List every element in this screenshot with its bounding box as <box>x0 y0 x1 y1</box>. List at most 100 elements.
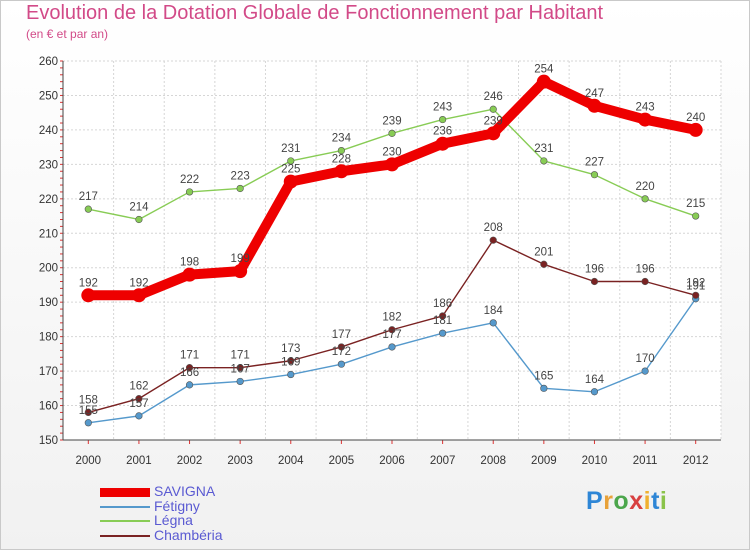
data-point-legna <box>84 205 92 213</box>
data-label-savigna: 236 <box>433 126 452 138</box>
data-point-chamberia <box>489 236 497 244</box>
data-label-chamberia: 186 <box>433 298 452 310</box>
data-label-savigna: 243 <box>635 102 654 114</box>
data-point-fetigny <box>590 388 599 396</box>
data-label-fetigny: 166 <box>180 367 199 379</box>
data-point-fetigny <box>489 319 497 327</box>
data-point-fetigny <box>439 329 447 337</box>
data-point-legna <box>135 215 143 224</box>
plot-area <box>63 61 721 440</box>
y-tick-label: 150 <box>39 435 58 447</box>
legend-swatch <box>100 487 150 497</box>
x-tick-label: 2005 <box>329 455 355 467</box>
x-tick-label: 2006 <box>379 455 405 467</box>
data-point-chamberia <box>287 357 295 365</box>
x-tick-label: 2002 <box>177 455 203 467</box>
data-label-legna: 231 <box>534 143 553 155</box>
legend-label: Chambéria <box>154 526 223 543</box>
logo-letter: i <box>659 487 668 515</box>
x-tick-label: 2004 <box>278 455 304 467</box>
legend-label: Légna <box>154 512 193 528</box>
x-tick-label: 2010 <box>582 455 608 467</box>
data-label-fetigny: 191 <box>686 281 705 293</box>
data-label-chamberia: 171 <box>180 350 199 362</box>
data-point-legna <box>185 188 194 196</box>
data-label-fetigny: 165 <box>534 370 553 382</box>
data-label-fetigny: 169 <box>281 357 300 369</box>
data-label-chamberia: 208 <box>484 222 503 234</box>
data-label-savigna: 192 <box>79 277 98 289</box>
data-point-chamberia <box>84 408 92 417</box>
data-label-savigna: 228 <box>332 153 351 165</box>
y-tick-label: 170 <box>39 366 58 378</box>
legend-swatch <box>100 505 150 508</box>
data-point-legna <box>540 157 548 165</box>
data-label-legna: 217 <box>79 191 98 203</box>
data-point-legna <box>590 171 599 179</box>
legend-label: Fétigny <box>154 497 200 514</box>
x-tick-label: 2007 <box>430 455 456 467</box>
logo-letter: P <box>586 487 604 515</box>
data-label-fetigny: 177 <box>382 329 401 341</box>
data-point-legna <box>287 157 295 165</box>
data-point-savigna <box>385 157 399 172</box>
data-point-savigna <box>638 112 653 127</box>
data-label-legna: 220 <box>635 181 654 193</box>
y-tick-label: 190 <box>39 297 58 309</box>
x-tick-label: 2009 <box>531 455 557 467</box>
data-point-chamberia <box>236 364 244 372</box>
data-label-legna: 214 <box>129 201 149 213</box>
data-point-legna <box>439 115 447 124</box>
data-label-fetigny: 181 <box>433 315 452 327</box>
data-point-legna <box>337 146 345 155</box>
data-label-savigna: 239 <box>484 115 503 127</box>
data-point-legna <box>236 184 244 193</box>
data-point-savigna <box>233 264 248 279</box>
y-tick-label: 160 <box>39 401 58 413</box>
data-label-legna: 222 <box>180 174 199 186</box>
logo-letter: x <box>629 487 644 515</box>
chart-subtitle: (en € et par an) <box>26 27 109 41</box>
data-label-legna: 243 <box>433 102 452 114</box>
data-label-chamberia: 192 <box>686 277 705 289</box>
data-label-chamberia: 171 <box>231 350 250 362</box>
y-tick-label: 180 <box>39 332 58 344</box>
data-point-legna <box>641 195 649 203</box>
x-tick-label: 2011 <box>633 455 658 467</box>
legend-label: SAVIGNA <box>154 483 216 499</box>
proxiti-logo: Proxiti <box>586 487 667 516</box>
y-tick-label: 260 <box>39 56 58 68</box>
data-label-chamberia: 177 <box>332 329 351 341</box>
data-point-fetigny <box>540 384 548 392</box>
data-label-savigna: 247 <box>585 88 604 100</box>
y-tick-label: 200 <box>39 263 58 275</box>
x-tick-label: 2001 <box>126 455 152 467</box>
data-label-fetigny: 167 <box>231 363 250 375</box>
data-point-legna <box>388 129 396 137</box>
data-label-fetigny: 157 <box>129 398 148 410</box>
y-tick-label: 240 <box>39 125 58 137</box>
logo-letter: t <box>651 487 660 515</box>
data-point-legna <box>489 105 497 113</box>
data-label-savigna: 199 <box>231 253 250 265</box>
data-point-fetigny <box>287 370 295 379</box>
legend-swatch <box>100 534 150 537</box>
data-label-legna: 231 <box>281 143 300 155</box>
data-label-fetigny: 184 <box>484 305 504 317</box>
data-point-fetigny <box>135 412 143 420</box>
data-point-savigna <box>688 122 703 137</box>
data-point-savigna <box>587 98 602 113</box>
logo-letter: o <box>613 487 630 515</box>
data-point-fetigny <box>337 360 345 368</box>
data-label-chamberia: 201 <box>534 246 553 258</box>
data-point-chamberia <box>388 326 396 334</box>
data-point-fetigny <box>185 381 194 389</box>
data-point-chamberia <box>641 277 649 286</box>
data-point-savigna <box>536 74 551 89</box>
x-tick-label: 2012 <box>683 455 709 467</box>
data-point-savigna <box>283 174 298 189</box>
data-label-legna: 239 <box>382 115 401 127</box>
data-label-legna: 215 <box>686 198 705 210</box>
x-tick-label: 2000 <box>76 455 102 467</box>
